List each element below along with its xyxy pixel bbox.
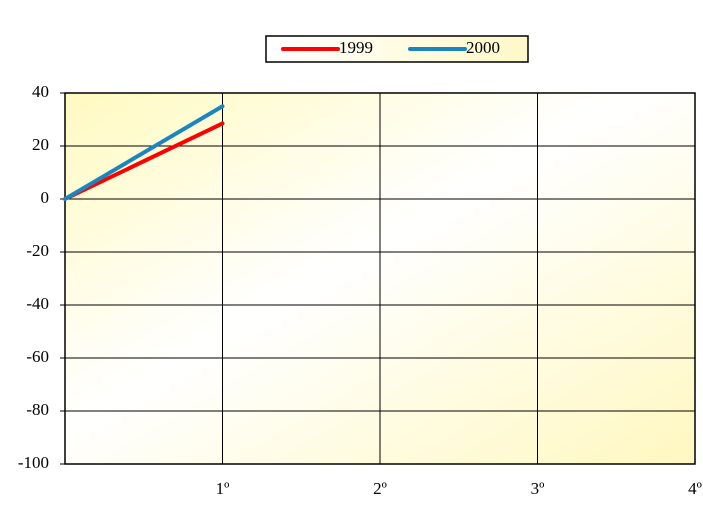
line-series xyxy=(63,121,225,201)
legend-label: 2000 xyxy=(466,38,500,57)
line-series xyxy=(63,104,225,201)
y-tick-label: -80 xyxy=(26,400,49,419)
x-tick-label: 2º xyxy=(373,479,387,498)
x-tick-label: 4º xyxy=(688,479,702,498)
plot-border xyxy=(64,92,696,465)
y-tick-label: -20 xyxy=(26,241,49,260)
x-tick-label: 1º xyxy=(216,479,230,498)
y-tick-label: -40 xyxy=(26,294,49,313)
x-tick-label: 3º xyxy=(531,479,545,498)
y-tick-label: -100 xyxy=(18,453,49,472)
y-tick-label: 0 xyxy=(41,188,50,207)
y-tick-label: 20 xyxy=(32,135,49,154)
y-tick-label: -60 xyxy=(26,347,49,366)
y-tick-label: 40 xyxy=(32,82,49,101)
legend-label: 1999 xyxy=(339,38,373,57)
